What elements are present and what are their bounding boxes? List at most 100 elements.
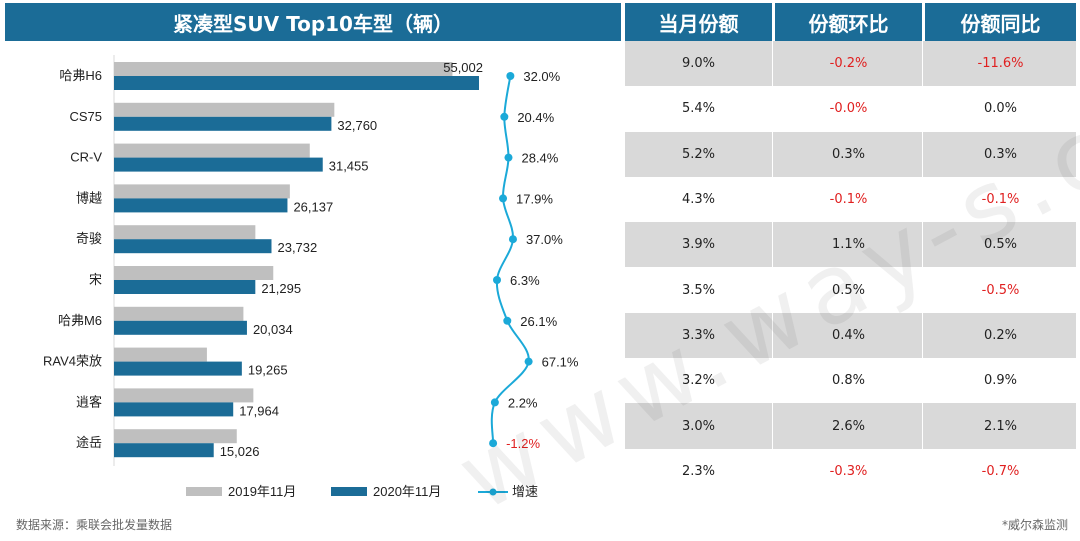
table-cell-mom: 1.1%	[831, 237, 866, 253]
table-cell-mom: 0.4%	[831, 327, 866, 343]
bar-2019	[114, 266, 274, 280]
table-divider	[772, 41, 773, 491]
bar-2020	[114, 402, 234, 417]
bar-2019	[114, 347, 207, 362]
table-row: 2.3% -0.3% -0.7%	[625, 449, 1076, 494]
table-cell-mom: 0.5%	[831, 282, 866, 298]
table-cell-yoy: -0.1%	[981, 192, 1020, 208]
growth-label: -1.2%	[506, 436, 540, 451]
bar-2019	[114, 184, 290, 199]
bar-2020	[114, 116, 332, 131]
table-cell-yoy: -0.7%	[981, 463, 1020, 479]
value-label: 31,455	[329, 159, 369, 174]
table-cell-share: 3.0%	[681, 418, 716, 434]
category-label: CS75	[69, 109, 102, 124]
table-cell-yoy: 0.9%	[983, 373, 1018, 389]
category-label: 奇骏	[76, 231, 102, 246]
table-cell-share: 3.3%	[681, 327, 716, 343]
table-row: 3.2% 0.8% 0.9%	[625, 358, 1076, 403]
table-header-yoy: 份额同比	[925, 3, 1076, 41]
value-label: 19,265	[248, 363, 288, 378]
growth-point	[490, 398, 499, 407]
table-row: 4.3% -0.1% -0.1%	[625, 177, 1076, 222]
growth-point	[506, 72, 515, 80]
bar-2020	[114, 443, 214, 458]
value-label: 23,732	[277, 240, 317, 255]
category-label: 宋	[89, 272, 102, 287]
growth-point	[493, 276, 501, 284]
value-label: 20,034	[253, 322, 293, 337]
growth-label: 6.3%	[510, 273, 540, 288]
growth-label: 20.4%	[517, 110, 554, 125]
table-cell-mom: -0.2%	[829, 56, 868, 72]
bar-2020	[114, 239, 272, 254]
growth-label: 37.0%	[526, 232, 563, 247]
table-cell-yoy: 0.5%	[983, 237, 1018, 253]
category-label: 博越	[76, 190, 102, 205]
table-cell-mom: 0.8%	[831, 373, 866, 389]
legend-label-2019: 2019年11月	[228, 484, 296, 499]
bar-2020	[114, 320, 247, 335]
bar-2019	[114, 225, 256, 240]
table-cell-yoy: 2.1%	[983, 418, 1018, 434]
table-cell-mom: 0.3%	[831, 146, 866, 162]
table-cell-mom: -0.1%	[829, 192, 868, 208]
table-row: 5.4% -0.0% 0.0%	[625, 86, 1076, 131]
growth-line	[490, 75, 530, 444]
bar-2019	[114, 388, 254, 403]
table-divider	[922, 41, 923, 491]
table-row: 3.0% 2.6% 2.1%	[625, 403, 1076, 449]
category-label: 途岳	[76, 435, 102, 450]
value-label: 15,026	[220, 444, 260, 459]
category-label: RAV4荣放	[43, 354, 102, 369]
table-cell-yoy: -0.5%	[981, 282, 1020, 298]
growth-point	[508, 235, 517, 244]
value-label: 55,002	[443, 60, 483, 75]
value-label: 32,760	[337, 118, 377, 133]
growth-label: 32.0%	[523, 69, 560, 84]
value-label: 21,295	[261, 281, 301, 296]
value-label: 17,964	[239, 403, 279, 418]
table-cell-share: 4.3%	[681, 192, 716, 208]
monitor-note: *威尔森监测	[1001, 518, 1068, 532]
growth-label: 2.2%	[508, 395, 538, 410]
bar-2020	[114, 76, 479, 90]
table-cell-mom: -0.3%	[829, 463, 868, 479]
table-cell-share: 3.2%	[681, 373, 716, 389]
category-label: CR-V	[70, 150, 102, 165]
table-cell-yoy: 0.2%	[983, 327, 1018, 343]
growth-point	[524, 357, 533, 366]
data-source-note: 数据来源：乘联会批发量数据	[16, 518, 173, 532]
legend-point-growth	[489, 488, 497, 496]
table-cell-mom: 2.6%	[831, 418, 866, 434]
chart-title: 紧凑型SUV Top10车型（辆）	[5, 3, 621, 41]
legend-label-growth: 增速	[512, 484, 538, 499]
table-cell-mom: -0.0%	[829, 101, 868, 117]
table-cell-yoy: -11.6%	[977, 56, 1024, 72]
legend-swatch-2019	[186, 487, 222, 496]
bar-2020	[114, 361, 242, 376]
growth-point	[489, 439, 498, 448]
category-label: 哈弗H6	[59, 68, 102, 83]
bar-2020	[114, 157, 323, 172]
growth-point	[504, 153, 513, 162]
growth-point	[499, 194, 508, 203]
bar-2019	[114, 306, 244, 321]
table-row: 3.9% 1.1% 0.5%	[625, 222, 1076, 268]
value-label: 26,137	[293, 199, 333, 214]
category-label: 哈弗M6	[58, 313, 102, 328]
table-cell-yoy: 0.3%	[983, 146, 1018, 162]
growth-label: 17.9%	[516, 191, 553, 206]
table-cell-yoy: 0.0%	[983, 101, 1018, 117]
growth-label: 28.4%	[521, 151, 558, 166]
table-cell-share: 2.3%	[681, 463, 716, 479]
bar-2020	[114, 280, 256, 294]
table-cell-share: 9.0%	[681, 56, 716, 72]
table-cell-share: 5.2%	[681, 146, 716, 162]
growth-label: 67.1%	[542, 355, 579, 370]
legend-swatch-2020	[331, 487, 367, 496]
bar-2019	[114, 143, 310, 158]
bar-chart: 哈弗H6 55,002 CS75 32,760 CR-V 31,455 博越 26,137 奇骏…	[43, 55, 579, 499]
growth-label: 26.1%	[520, 314, 557, 329]
bar-2019	[114, 102, 335, 117]
